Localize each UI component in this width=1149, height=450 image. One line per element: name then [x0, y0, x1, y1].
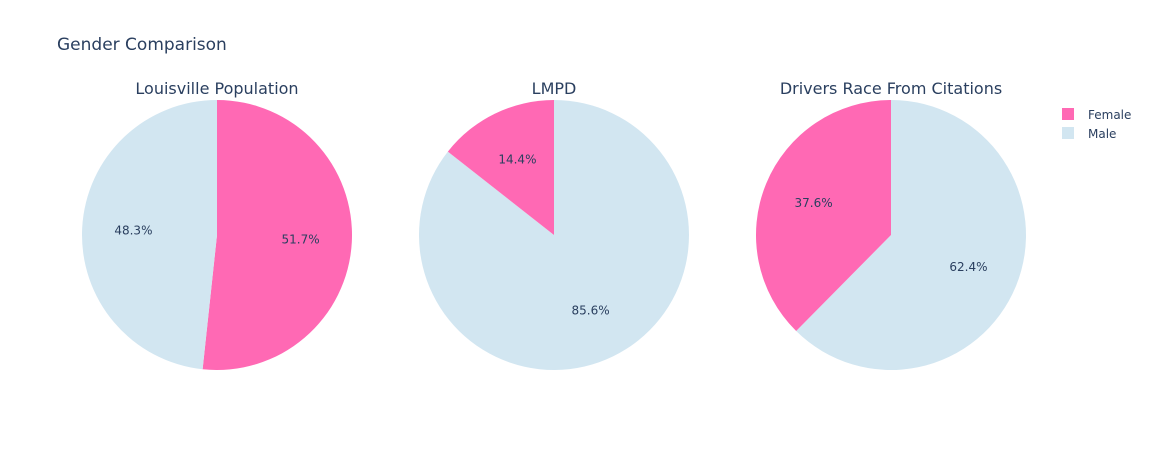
legend-label-male: Male	[1088, 127, 1116, 141]
pie-2: Drivers Race From Citations 62.4% 37.6%	[756, 79, 1026, 371]
slice-label-female: 37.6%	[795, 196, 833, 210]
pie-1: LMPD 85.6% 14.4%	[419, 79, 689, 370]
legend-label-female: Female	[1088, 108, 1131, 122]
slice-label-male: 48.3%	[114, 224, 152, 238]
pie-slice-male[interactable]	[796, 100, 1026, 371]
pie-slice-male[interactable]	[81, 100, 217, 370]
pie-slice-female[interactable]	[447, 100, 554, 235]
legend-item-female[interactable]: Female	[1062, 108, 1131, 122]
legend-item-male[interactable]: Male	[1062, 127, 1116, 141]
pie-subtitle: Louisville Population	[135, 79, 298, 98]
pie-0: Louisville Population 51.7% 48.3%	[81, 79, 352, 370]
legend-swatch-female	[1062, 108, 1074, 120]
pie-charts-group: Louisville Population 51.7% 48.3% LMPD 85.6%…	[81, 79, 1026, 371]
legend[interactable]: Female Male	[1062, 108, 1131, 141]
legend-swatch-male	[1062, 127, 1074, 139]
pie-subtitle: LMPD	[532, 79, 577, 98]
slice-label-male: 85.6%	[572, 303, 610, 317]
slice-label-female: 14.4%	[498, 153, 536, 167]
pie-slice-female[interactable]	[756, 100, 891, 332]
slice-label-female: 51.7%	[282, 232, 320, 246]
chart-title: Gender Comparison	[57, 35, 227, 55]
pie-slice-female[interactable]	[202, 100, 352, 370]
slice-label-male: 62.4%	[949, 260, 987, 274]
pie-subtitle: Drivers Race From Citations	[780, 79, 1002, 98]
